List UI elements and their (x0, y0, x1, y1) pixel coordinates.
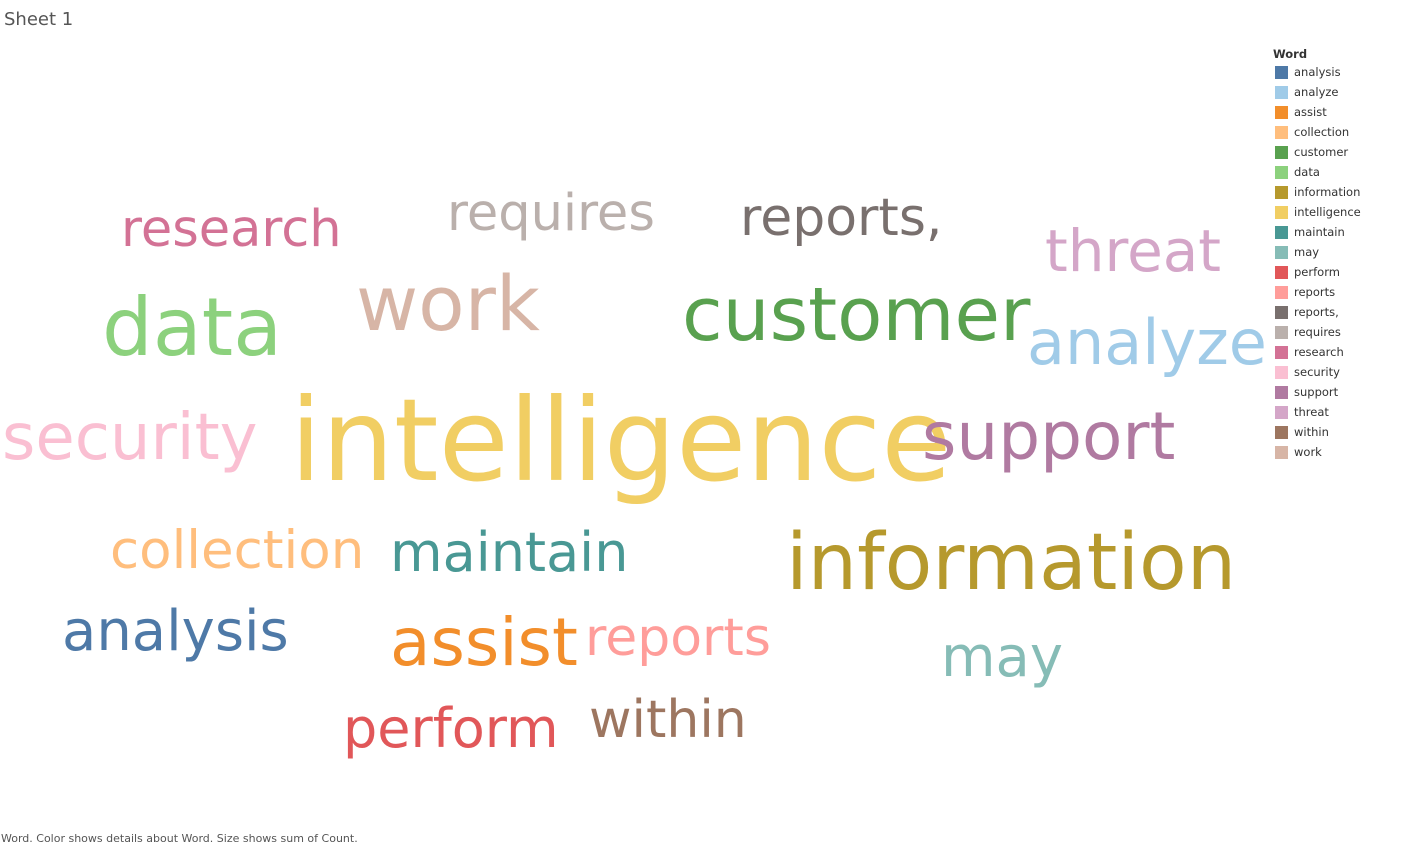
legend-swatch (1275, 165, 1288, 179)
legend-label: analyze (1294, 85, 1339, 99)
legend-item[interactable]: research (1273, 342, 1403, 362)
legend-item[interactable]: perform (1273, 262, 1403, 282)
legend-swatch (1275, 385, 1288, 399)
sheet-title: Sheet 1 (4, 9, 74, 30)
chart-caption: Word. Color shows details about Word. Si… (1, 832, 358, 845)
word-mark[interactable]: research (121, 200, 342, 259)
legend-item[interactable]: customer (1273, 142, 1403, 162)
word-mark[interactable]: information (786, 518, 1237, 608)
legend-item[interactable]: threat (1273, 402, 1403, 422)
legend-label: information (1294, 185, 1361, 199)
legend-label: collection (1294, 125, 1350, 139)
word-cloud: intelligence information customer data work s… (2, 184, 1267, 760)
legend-label: requires (1294, 325, 1341, 339)
word-mark[interactable]: security (2, 401, 258, 475)
word-mark[interactable]: analysis (62, 599, 289, 664)
word-mark[interactable]: maintain (390, 521, 629, 584)
legend-label: perform (1294, 265, 1340, 279)
legend-swatch (1275, 325, 1288, 339)
legend-swatch (1275, 265, 1288, 279)
legend-swatch (1275, 85, 1288, 99)
legend-swatch (1275, 125, 1288, 139)
legend-swatch (1275, 65, 1288, 79)
word-mark[interactable]: threat (1045, 217, 1222, 285)
legend-item[interactable]: reports, (1273, 302, 1403, 322)
legend-title: Word (1273, 47, 1308, 61)
legend-label: assist (1294, 105, 1327, 119)
legend-item[interactable]: may (1273, 242, 1403, 262)
legend-label: research (1294, 345, 1344, 359)
legend-item[interactable]: information (1273, 182, 1403, 202)
legend-swatch (1275, 425, 1288, 439)
word-mark[interactable]: reports (585, 608, 771, 668)
legend-item[interactable]: security (1273, 362, 1403, 382)
legend-item[interactable]: analyze (1273, 82, 1403, 102)
legend-swatch (1275, 105, 1288, 119)
legend-swatch (1275, 145, 1288, 159)
legend-swatch (1275, 225, 1288, 239)
legend-item[interactable]: collection (1273, 122, 1403, 142)
legend-label: customer (1294, 145, 1349, 159)
legend-swatch (1275, 405, 1288, 419)
legend-item[interactable]: reports (1273, 282, 1403, 302)
word-mark[interactable]: analyze (1027, 306, 1267, 379)
word-mark[interactable]: within (589, 690, 747, 750)
legend-swatch (1275, 445, 1288, 459)
color-legend: Word analysis analyze assist collection cust… (1273, 46, 1403, 462)
legend-item[interactable]: work (1273, 442, 1403, 462)
legend-swatch (1275, 345, 1288, 359)
word-mark[interactable]: assist (390, 604, 578, 681)
legend-label: threat (1294, 405, 1329, 419)
legend-label: intelligence (1294, 205, 1361, 219)
word-mark[interactable]: intelligence (290, 374, 952, 507)
legend-label: work (1294, 445, 1322, 459)
legend-label: within (1294, 425, 1329, 439)
word-mark[interactable]: customer (682, 272, 1031, 358)
legend-swatch (1275, 285, 1288, 299)
legend-label: reports (1294, 285, 1336, 299)
legend-item[interactable]: analysis (1273, 62, 1403, 82)
legend-item[interactable]: data (1273, 162, 1403, 182)
legend-item[interactable]: intelligence (1273, 202, 1403, 222)
legend-items: analysis analyze assist collection customer d… (1273, 62, 1403, 462)
legend-item[interactable]: maintain (1273, 222, 1403, 242)
legend-item[interactable]: within (1273, 422, 1403, 442)
legend-label: maintain (1294, 225, 1345, 239)
legend-label: support (1294, 385, 1339, 399)
word-mark[interactable]: may (941, 625, 1064, 690)
word-mark[interactable]: work (356, 259, 540, 348)
word-mark[interactable]: reports, (740, 188, 943, 248)
word-mark[interactable]: requires (447, 184, 655, 243)
legend-label: data (1294, 165, 1320, 179)
legend-label: security (1294, 365, 1340, 379)
legend-item[interactable]: requires (1273, 322, 1403, 342)
legend-swatch (1275, 185, 1288, 199)
legend-swatch (1275, 365, 1288, 379)
word-mark[interactable]: support (922, 398, 1176, 475)
legend-swatch (1275, 245, 1288, 259)
legend-label: analysis (1294, 65, 1341, 79)
legend-swatch (1275, 305, 1288, 319)
legend-label: reports, (1294, 305, 1339, 319)
word-mark[interactable]: perform (343, 697, 559, 760)
legend-item[interactable]: support (1273, 382, 1403, 402)
word-mark[interactable]: data (102, 281, 283, 374)
legend-swatch (1275, 205, 1288, 219)
word-mark[interactable]: collection (110, 520, 365, 581)
legend-label: may (1294, 245, 1320, 259)
legend-item[interactable]: assist (1273, 102, 1403, 122)
